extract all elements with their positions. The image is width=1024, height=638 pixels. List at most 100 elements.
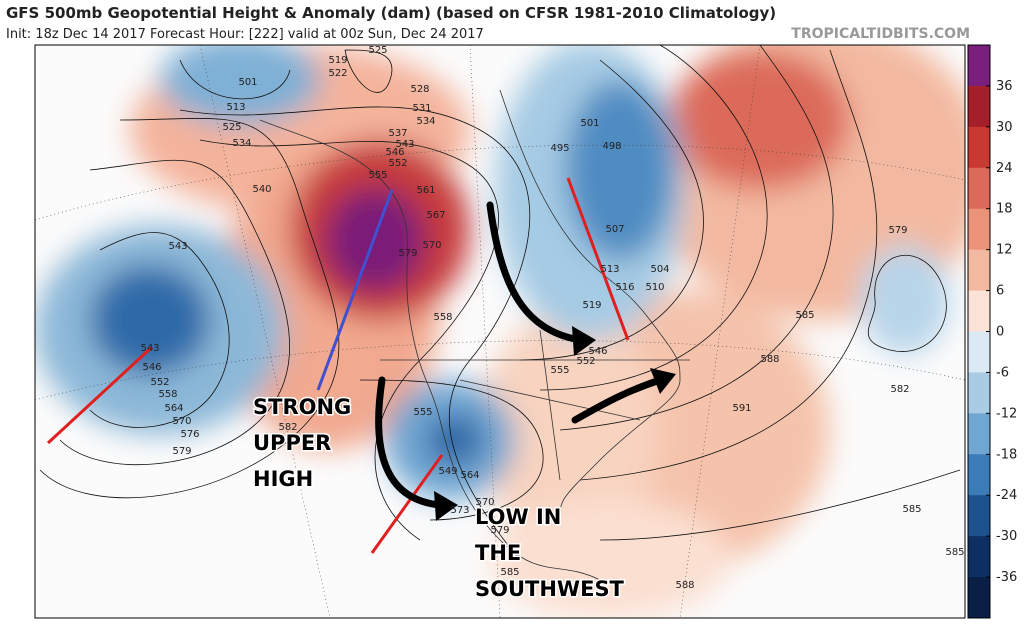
contour-label: 555 xyxy=(413,407,432,418)
contour-label: 552 xyxy=(388,158,407,169)
colorbar-band xyxy=(968,290,990,332)
colorbar-band xyxy=(968,372,990,414)
contour-label: 576 xyxy=(180,429,199,440)
contour-label: 546 xyxy=(142,362,161,373)
contour-label: 516 xyxy=(615,282,634,293)
graticule xyxy=(35,45,965,618)
contour-label: 579 xyxy=(172,446,191,457)
contour-label: 525 xyxy=(222,122,241,133)
colorbar-label: -24 xyxy=(996,488,1017,503)
annotation-text: UPPER xyxy=(253,431,331,455)
contour-label: 513 xyxy=(226,102,245,113)
contour-label: 579 xyxy=(888,225,907,236)
contour-label: 534 xyxy=(416,116,435,127)
contour-labels: 5015135255345405435435465525585645705765… xyxy=(140,45,964,591)
annotation-text: STRONG xyxy=(253,395,351,419)
colorbar-band xyxy=(968,454,990,496)
contour-label: 546 xyxy=(588,346,607,357)
contour-label: 570 xyxy=(475,497,494,508)
colorbar-band xyxy=(968,331,990,373)
contour-label: 570 xyxy=(422,240,441,251)
coastlines xyxy=(259,89,690,581)
annotations: STRONG UPPER HIGH LOW IN THE SOUTHWEST xyxy=(252,394,627,603)
colorbar: 36 30 24 18 12 6 0 -6 -12 -18 -24 -30 -36 xyxy=(967,44,1017,619)
contour-label: 567 xyxy=(426,210,445,221)
colorbar-band xyxy=(968,536,990,578)
colorbar-label: -36 xyxy=(996,570,1017,585)
colorbar-band xyxy=(968,249,990,292)
contour-label: 510 xyxy=(645,282,664,293)
contour-label: 540 xyxy=(252,184,271,195)
contour-label: 531 xyxy=(412,103,431,114)
anomaly-shading xyxy=(35,45,965,618)
contour-label: 552 xyxy=(576,356,595,367)
annotation-text: HIGH xyxy=(253,467,313,491)
contour-label: 585 xyxy=(945,547,964,558)
contour-label: 519 xyxy=(328,55,347,66)
contour-label: 558 xyxy=(158,389,177,400)
map-frame xyxy=(34,44,966,619)
contour-label: 585 xyxy=(500,567,519,578)
contour-label: 543 xyxy=(395,139,414,150)
contour-label: 495 xyxy=(550,143,569,154)
contour-label: 585 xyxy=(902,504,921,515)
contour-label: 525 xyxy=(368,45,387,56)
colorbar-band xyxy=(968,45,990,87)
contour-label: 501 xyxy=(238,77,257,88)
contour-label: 564 xyxy=(164,403,183,414)
colorbar-band xyxy=(968,495,990,537)
contour-label: 546 xyxy=(385,147,404,158)
contour-label: 522 xyxy=(328,68,347,79)
contour-label: 549 xyxy=(438,466,457,477)
colorbar-band xyxy=(968,208,990,251)
contour-label: 591 xyxy=(732,403,751,414)
contour-label: 588 xyxy=(675,580,694,591)
title: GFS 500mb Geopotential Height & Anomaly … xyxy=(6,4,776,22)
colorbar-label: -18 xyxy=(996,447,1017,462)
contour-label: 552 xyxy=(150,377,169,388)
map-area: 5015135255345405435435465525585645705765… xyxy=(35,45,965,618)
contour-label: 504 xyxy=(650,264,669,275)
colorbar-band xyxy=(968,413,990,455)
annotation-arrows xyxy=(46,177,676,554)
contour-label: 498 xyxy=(602,141,621,152)
contour-label: 555 xyxy=(550,365,569,376)
contour-label: 555 xyxy=(368,170,387,181)
colorbar-band xyxy=(968,167,990,210)
colorbar-label: -6 xyxy=(996,365,1009,380)
contour-label: 579 xyxy=(490,525,509,536)
contour-label: 543 xyxy=(140,343,159,354)
contour-label: 579 xyxy=(398,248,417,259)
colorbar-label: -12 xyxy=(996,406,1017,421)
contour-label: 564 xyxy=(460,470,479,481)
contour-label: 558 xyxy=(433,312,452,323)
watermark: TROPICALTIDBITS.COM xyxy=(791,26,970,42)
contour-label: 543 xyxy=(168,241,187,252)
annotation-text: THE xyxy=(475,541,521,565)
contour-label: 570 xyxy=(172,416,191,427)
contour-label: 501 xyxy=(580,118,599,129)
colorbar-label: 0 xyxy=(996,325,1004,340)
colorbar-label: 18 xyxy=(996,202,1013,217)
contour-label: 513 xyxy=(600,264,619,275)
contour-label: 519 xyxy=(582,300,601,311)
contour-label: 582 xyxy=(278,422,297,433)
contour-label: 573 xyxy=(450,505,469,516)
colorbar-band xyxy=(968,126,990,169)
contour-label: 582 xyxy=(890,384,909,395)
colorbar-band xyxy=(968,577,990,619)
contour-label: 534 xyxy=(232,138,251,149)
contour-label: 507 xyxy=(605,224,624,235)
contour-label: 585 xyxy=(795,310,814,321)
annotation-text: LOW IN xyxy=(475,505,561,529)
colorbar-label: -30 xyxy=(996,529,1017,544)
colorbar-label: 24 xyxy=(996,161,1013,176)
annotation-text: SOUTHWEST xyxy=(475,577,625,601)
contour-label: 561 xyxy=(416,185,435,196)
colorbar-label: 30 xyxy=(996,120,1013,135)
subtitle: Init: 18z Dec 14 2017 Forecast Hour: [22… xyxy=(6,27,484,42)
colorbar-label: 36 xyxy=(996,79,1013,94)
colorbar-label: 6 xyxy=(996,284,1004,299)
